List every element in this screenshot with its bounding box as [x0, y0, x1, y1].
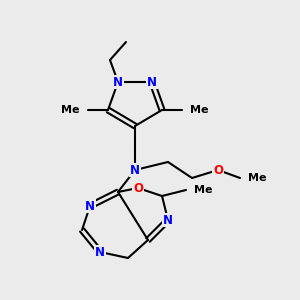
Text: Me: Me	[61, 105, 80, 115]
Text: N: N	[130, 164, 140, 176]
Text: N: N	[147, 76, 157, 88]
Text: O: O	[213, 164, 223, 176]
Text: N: N	[85, 200, 95, 212]
Text: N: N	[163, 214, 173, 226]
Text: O: O	[133, 182, 143, 194]
Text: Me: Me	[194, 185, 212, 195]
Text: N: N	[95, 245, 105, 259]
Text: Me: Me	[190, 105, 208, 115]
Text: N: N	[113, 76, 123, 88]
Text: Me: Me	[248, 173, 266, 183]
